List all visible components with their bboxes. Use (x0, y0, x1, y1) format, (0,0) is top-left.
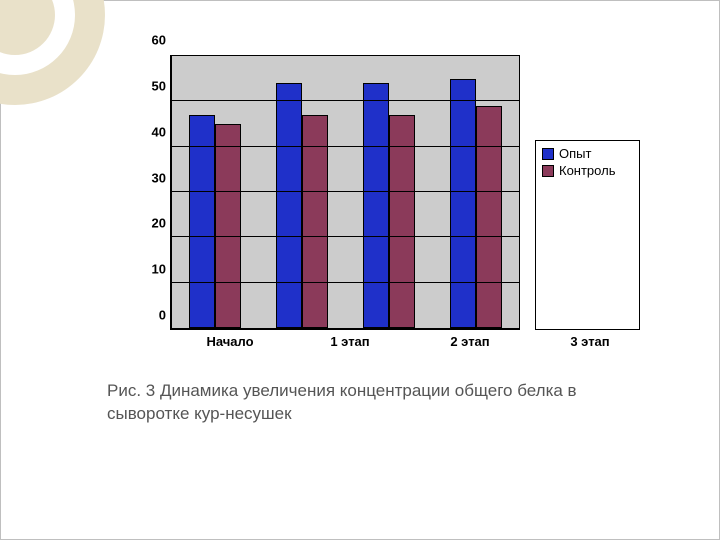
gridline (172, 191, 519, 192)
bar (189, 115, 215, 328)
bar (450, 79, 476, 328)
chart-main: 0102030405060 Начало1 этап2 этап3 этап (130, 55, 520, 330)
figure-caption: Рис. 3 Динамика увеличения концентрации … (107, 380, 607, 426)
bar-group (363, 56, 415, 328)
gridline (172, 282, 519, 283)
corner-decoration (0, 0, 110, 110)
legend-swatch (542, 148, 554, 160)
legend-item: Опыт (542, 145, 633, 162)
bar (363, 83, 389, 328)
legend-swatch (542, 165, 554, 177)
bar (302, 115, 328, 328)
y-tick-label: 60 (152, 33, 166, 48)
bar-group (189, 56, 241, 328)
legend-item: Контроль (542, 162, 633, 179)
y-tick-label: 0 (159, 308, 166, 323)
x-tick-label: Начало (195, 334, 265, 349)
plot-area (170, 55, 520, 330)
y-tick-label: 10 (152, 262, 166, 277)
gridline (172, 146, 519, 147)
y-tick-label: 50 (152, 78, 166, 93)
gridline (172, 236, 519, 237)
y-tick-label: 40 (152, 124, 166, 139)
bar (476, 106, 502, 328)
bar (276, 83, 302, 328)
gridline (172, 100, 519, 101)
legend: Опыт Контроль (535, 140, 640, 330)
y-axis: 0102030405060 (130, 55, 170, 330)
legend-label: Опыт (559, 146, 591, 161)
y-tick-label: 30 (152, 170, 166, 185)
plot-inner (172, 55, 520, 328)
y-tick-label: 20 (152, 216, 166, 231)
x-tick-label: 2 этап (435, 334, 505, 349)
bars-container (172, 56, 519, 328)
bar-chart: 0102030405060 Начало1 этап2 этап3 этап О… (130, 55, 650, 330)
bar-group (276, 56, 328, 328)
bar-group (450, 56, 502, 328)
bar (215, 124, 241, 328)
bar (389, 115, 415, 328)
legend-label: Контроль (559, 163, 615, 178)
x-axis-labels: Начало 1 этап 2 этап 3 этап (170, 334, 650, 349)
x-tick-label: 1 этап (315, 334, 385, 349)
x-tick-label: 3 этап (555, 334, 625, 349)
